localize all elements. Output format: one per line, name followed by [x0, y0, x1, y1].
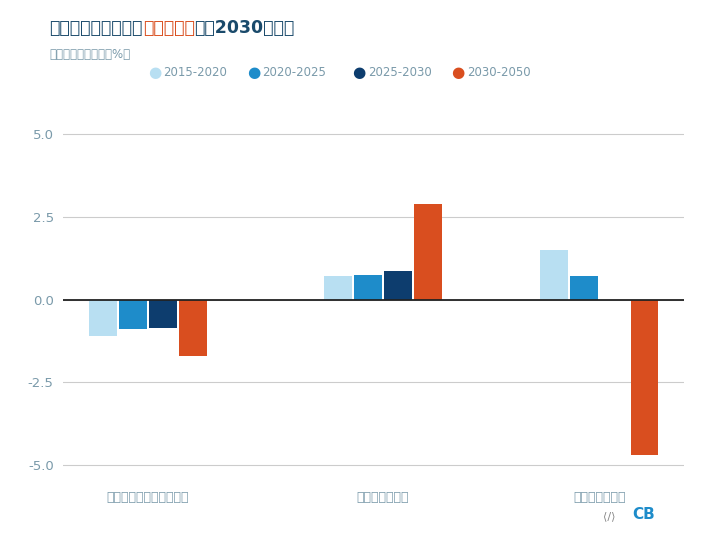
- Bar: [119, 300, 147, 330]
- Bar: [179, 300, 207, 356]
- Text: 2020-2025: 2020-2025: [262, 66, 326, 79]
- Bar: [324, 277, 352, 300]
- Bar: [89, 300, 117, 336]
- Text: 繁重的任务: 繁重的任务: [142, 19, 195, 37]
- Text: 提议的中期目标将把: 提议的中期目标将把: [49, 19, 142, 37]
- Bar: [354, 275, 382, 300]
- Text: CB: CB: [632, 507, 655, 522]
- Bar: [384, 271, 412, 300]
- Text: ⟨/⟩: ⟨/⟩: [603, 511, 615, 522]
- Text: 2025-2030: 2025-2030: [368, 66, 431, 79]
- Bar: [540, 250, 568, 300]
- Text: 2030-2050: 2030-2050: [467, 66, 530, 79]
- Text: ●: ●: [148, 65, 161, 80]
- Text: ●: ●: [451, 65, 465, 80]
- Text: ●: ●: [352, 65, 366, 80]
- Bar: [570, 277, 598, 300]
- Text: 2015-2020: 2015-2020: [164, 66, 228, 79]
- Bar: [630, 300, 658, 455]
- Text: ●: ●: [247, 65, 260, 80]
- Text: 年变化率，百分比（%）: 年变化率，百分比（%）: [49, 48, 130, 61]
- Bar: [149, 300, 177, 328]
- Text: 留给2030年之后: 留给2030年之后: [195, 19, 295, 37]
- Bar: [415, 204, 442, 300]
